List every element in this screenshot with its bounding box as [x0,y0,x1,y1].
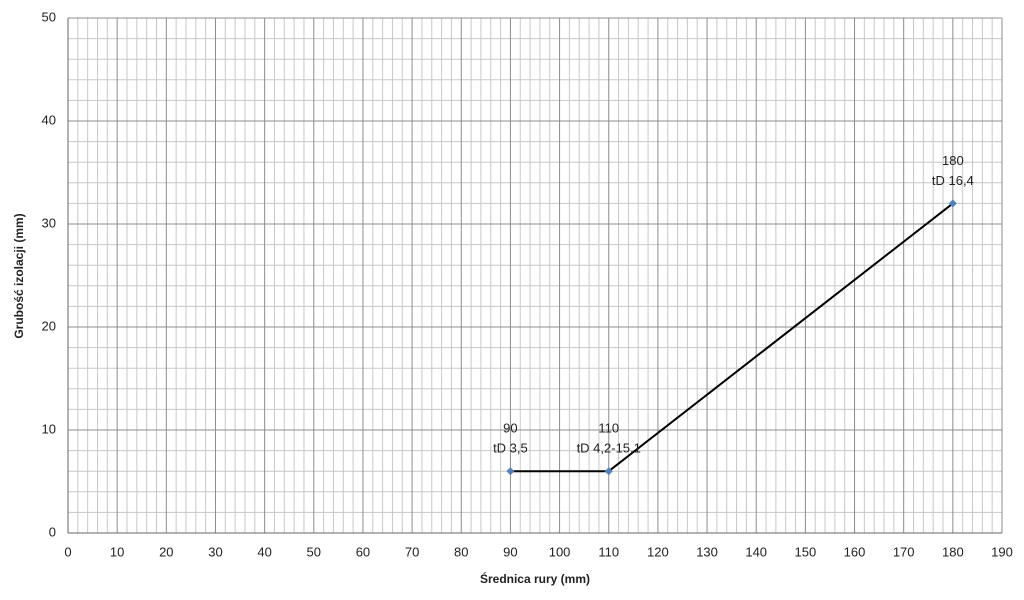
x-tick-label: 190 [991,544,1013,559]
data-line [510,202,954,473]
y-tick-label: 40 [42,112,56,127]
point-label: tD 4,2-15,1 [577,441,641,456]
x-tick-label: 80 [454,544,468,559]
x-tick-label: 40 [257,544,271,559]
x-tick-label: 30 [208,544,222,559]
x-tick-label: 60 [356,544,370,559]
x-tick-label: 70 [405,544,419,559]
x-tick-label: 180 [942,544,964,559]
x-tick-label: 170 [893,544,915,559]
y-tick-label: 0 [49,524,56,539]
x-tick-label: 160 [844,544,866,559]
y-tick-label: 10 [42,421,56,436]
x-tick-label: 100 [549,544,571,559]
point-label: tD 3,5 [493,441,528,456]
data-marker [506,467,515,476]
point-label: 110 [598,421,619,436]
data-marker [948,199,957,208]
point-label: tD 16,4 [932,173,974,188]
x-tick-label: 110 [598,544,619,559]
x-axis-title: Średnica rury (mm) [480,571,590,586]
x-tick-label: 0 [64,544,71,559]
y-tick-label: 30 [42,215,56,230]
x-tick-label: 130 [696,544,718,559]
x-tick-label: 120 [647,544,669,559]
x-tick-label: 140 [745,544,767,559]
x-tick-label: 150 [795,544,817,559]
x-tick-label: 90 [503,544,517,559]
y-axis-title: Grubość izolacji (mm) [12,213,26,338]
point-label: 90 [503,421,517,436]
data-marker [604,467,613,476]
x-tick-label: 10 [110,544,124,559]
x-tick-label: 50 [307,544,321,559]
y-tick-label: 20 [42,318,56,333]
x-tick-label: 20 [159,544,173,559]
point-label: 180 [942,153,964,168]
y-tick-label: 50 [42,9,56,24]
